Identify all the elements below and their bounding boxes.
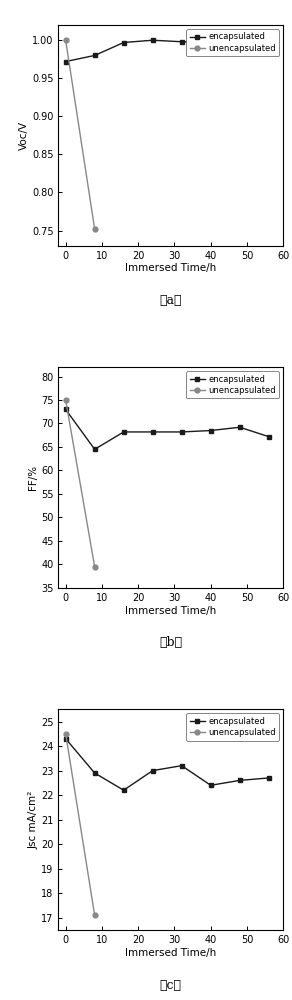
Text: （a）: （a） [159,294,182,307]
X-axis label: Immersed Time/h: Immersed Time/h [125,263,216,273]
Line: encapsulated: encapsulated [63,38,271,64]
encapsulated [64,403,67,415]
Legend: encapsulated, unencapsulated: encapsulated, unencapsulated [187,371,279,398]
Line: unencapsulated: unencapsulated [63,398,97,569]
Y-axis label: FF/%: FF/% [28,465,38,490]
unencapsulated [64,394,67,406]
encapsulated [180,36,183,48]
encapsulated [209,779,213,791]
encapsulated [151,765,154,777]
encapsulated [209,425,213,437]
encapsulated [267,34,270,46]
encapsulated [267,431,270,443]
encapsulated [93,49,96,61]
Legend: encapsulated, unencapsulated: encapsulated, unencapsulated [187,29,279,56]
encapsulated [93,767,96,779]
encapsulated [64,733,67,745]
Legend: encapsulated, unencapsulated: encapsulated, unencapsulated [187,713,279,741]
encapsulated [180,760,183,772]
X-axis label: Immersed Time/h: Immersed Time/h [125,948,216,958]
encapsulated [64,56,67,68]
Y-axis label: Jsc mA/cm²: Jsc mA/cm² [28,791,38,849]
encapsulated [238,774,241,786]
Text: （c）: （c） [160,979,182,992]
encapsulated [93,443,96,455]
Y-axis label: Voc/V: Voc/V [19,121,29,150]
encapsulated [238,421,241,433]
encapsulated [122,426,126,438]
unencapsulated [93,561,96,573]
encapsulated [122,37,126,49]
encapsulated [209,37,213,49]
encapsulated [238,36,241,48]
Line: encapsulated: encapsulated [63,407,271,452]
encapsulated [122,784,126,796]
Text: （b）: （b） [159,636,182,649]
encapsulated [267,772,270,784]
encapsulated [151,34,154,46]
Line: encapsulated: encapsulated [63,736,271,793]
X-axis label: Immersed Time/h: Immersed Time/h [125,606,216,616]
encapsulated [151,426,154,438]
encapsulated [180,426,183,438]
